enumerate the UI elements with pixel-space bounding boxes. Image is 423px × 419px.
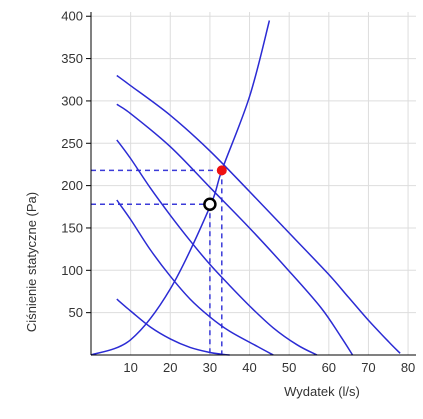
y-tick-label-3: 200 [61,178,83,193]
series-line-2 [116,199,274,356]
operating-point-guides [91,169,223,355]
x-tick-label-0: 10 [123,360,137,375]
y-tick-label-5: 300 [61,93,83,108]
chart-series [90,20,401,356]
operating-point-2 [203,197,217,211]
y-tick-label-4: 250 [61,136,83,151]
tick-labels: 50 100 150 200 250 300 350 400 10 20 30 40 50 60 70 80 [61,9,415,375]
y-tick-label-2: 150 [61,220,83,235]
y-tick-label-0: 50 [69,305,83,320]
x-tick-label-4: 50 [282,360,296,375]
y-tick-label-6: 350 [61,51,83,66]
x-tick-label-2: 30 [203,360,217,375]
chart-axes [86,12,416,356]
x-tick-label-6: 70 [361,360,375,375]
series-line-6 [90,20,271,356]
series-line-5 [116,74,401,354]
chart-grid [91,12,416,355]
operating-point-1 [216,165,227,176]
y-tick-label-7: 400 [61,9,83,24]
series-line-1 [116,298,230,356]
x-tick-label-7: 80 [401,360,415,375]
y-tick-label-1: 100 [61,263,83,278]
operating-points [203,165,227,211]
x-tick-label-1: 20 [163,360,177,375]
x-axis-title: Wydatek (l/s) [284,384,360,399]
x-tick-label-3: 40 [242,360,256,375]
series-line-3 [116,139,318,356]
x-tick-label-5: 60 [322,360,336,375]
y-axis-title: Ciśnienie statyczne (Pa) [24,192,39,332]
series-line-4 [116,103,354,356]
